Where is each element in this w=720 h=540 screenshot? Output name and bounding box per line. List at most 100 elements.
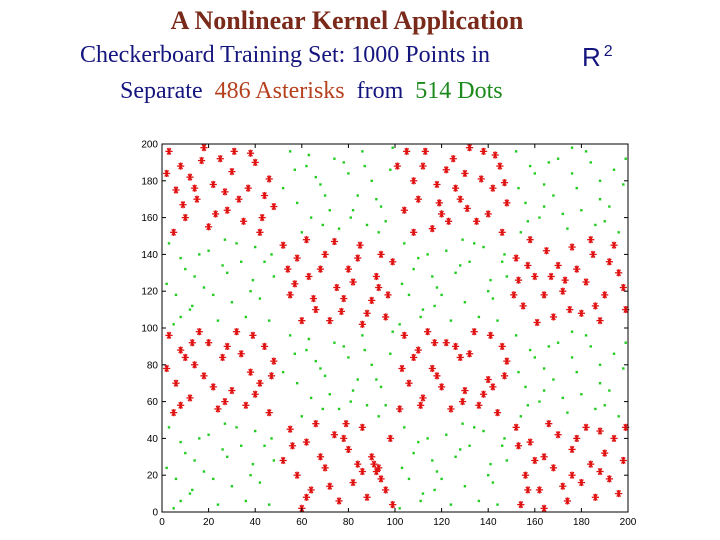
asterisk-point [491, 151, 499, 159]
dot-point [251, 462, 255, 466]
dot-point [519, 231, 523, 234]
asterisk-point [582, 278, 590, 286]
dot-point [172, 507, 175, 510]
dot-point [377, 415, 380, 418]
dot-point [542, 389, 546, 392]
dot-point [328, 393, 331, 396]
asterisk-point [526, 236, 534, 244]
dot-point [323, 374, 327, 378]
asterisk-point [419, 162, 427, 170]
dot-point [463, 301, 467, 304]
dot-point [207, 433, 210, 436]
asterisk-point [403, 147, 411, 155]
dot-point [503, 437, 506, 440]
asterisk-point [498, 228, 506, 236]
space-exponent: 2 [603, 43, 613, 60]
asterisk-point [363, 493, 371, 501]
dot-point [389, 352, 392, 355]
asterisk-point [349, 478, 357, 487]
asterisk-point [447, 405, 455, 413]
asterisk-point [479, 147, 488, 155]
asterisk-point [435, 199, 443, 207]
dot-point [370, 179, 373, 182]
y-tick-label: 60 [147, 397, 159, 408]
asterisk-point [246, 149, 255, 157]
dot-point [566, 411, 569, 414]
dot-point [431, 459, 434, 462]
asterisk-point [321, 250, 329, 258]
asterisk-point [587, 460, 595, 468]
dot-point [198, 437, 201, 440]
dot-point [461, 238, 464, 241]
y-tick-label: 80 [147, 360, 159, 371]
asterisk-point [531, 272, 539, 281]
dot-point [487, 474, 490, 477]
dot-point [598, 179, 602, 182]
dot-point [449, 319, 453, 322]
asterisk-point [577, 309, 585, 317]
asterisk-point [615, 490, 623, 498]
asterisk-point [316, 453, 325, 461]
dot-point [321, 223, 324, 227]
asterisk-point [549, 313, 558, 321]
dot-point [400, 466, 404, 470]
asterisk-point [165, 147, 173, 155]
asterisk-point [568, 445, 576, 454]
asterisk-point [198, 156, 206, 165]
dot-point [295, 382, 299, 385]
asterisk-point [340, 294, 348, 303]
dot-point [440, 477, 443, 481]
dot-point [426, 253, 429, 256]
dot-point [167, 242, 171, 245]
asterisk-point [270, 357, 278, 365]
dot-point [223, 422, 227, 425]
dot-point [412, 451, 415, 455]
asterisk-point [191, 184, 199, 192]
dot-point [417, 440, 420, 444]
asterisk-point [279, 241, 287, 249]
asterisk-point [218, 353, 227, 362]
dot-point [309, 396, 313, 400]
plot-frame [161, 143, 629, 513]
asterisk-point [305, 272, 313, 281]
dot-point [365, 223, 369, 227]
asterisk-point [479, 390, 488, 398]
asterisk-point [591, 493, 599, 501]
asterisk-point [333, 283, 341, 292]
asterisk-point [498, 342, 506, 350]
dot-point [598, 363, 602, 366]
asterisk-point [216, 155, 224, 163]
x-tick-label: 160 [526, 517, 543, 528]
dot-point [400, 282, 404, 286]
dot-point [622, 183, 625, 186]
dot-point [454, 271, 457, 274]
dot-point [433, 488, 436, 492]
asterisk-point [237, 350, 245, 358]
dot-point [267, 503, 271, 506]
dot-point [517, 370, 520, 374]
asterisk-point [410, 228, 418, 236]
dot-point [449, 503, 453, 506]
asterisk-point [410, 353, 418, 362]
asterisk-point [393, 162, 401, 170]
asterisk-point [535, 486, 544, 494]
dot-point [379, 385, 383, 389]
x-tick-label: 100 [387, 517, 404, 528]
dot-point [431, 275, 434, 278]
asterisk-point [431, 339, 439, 347]
space-symbol-r: R [582, 42, 601, 72]
dot-point [191, 488, 194, 492]
dot-point [617, 415, 620, 418]
dot-point [363, 348, 366, 352]
asterisk-point [251, 158, 259, 166]
dot-point [249, 290, 252, 293]
dot-point [216, 503, 220, 506]
dot-point [235, 242, 238, 245]
dot-point [538, 400, 541, 403]
asterisk-point [223, 206, 231, 214]
asterisk-point [519, 302, 527, 310]
dot-point [167, 426, 171, 429]
asterisk-point [561, 276, 569, 284]
asterisk-point [258, 214, 266, 222]
